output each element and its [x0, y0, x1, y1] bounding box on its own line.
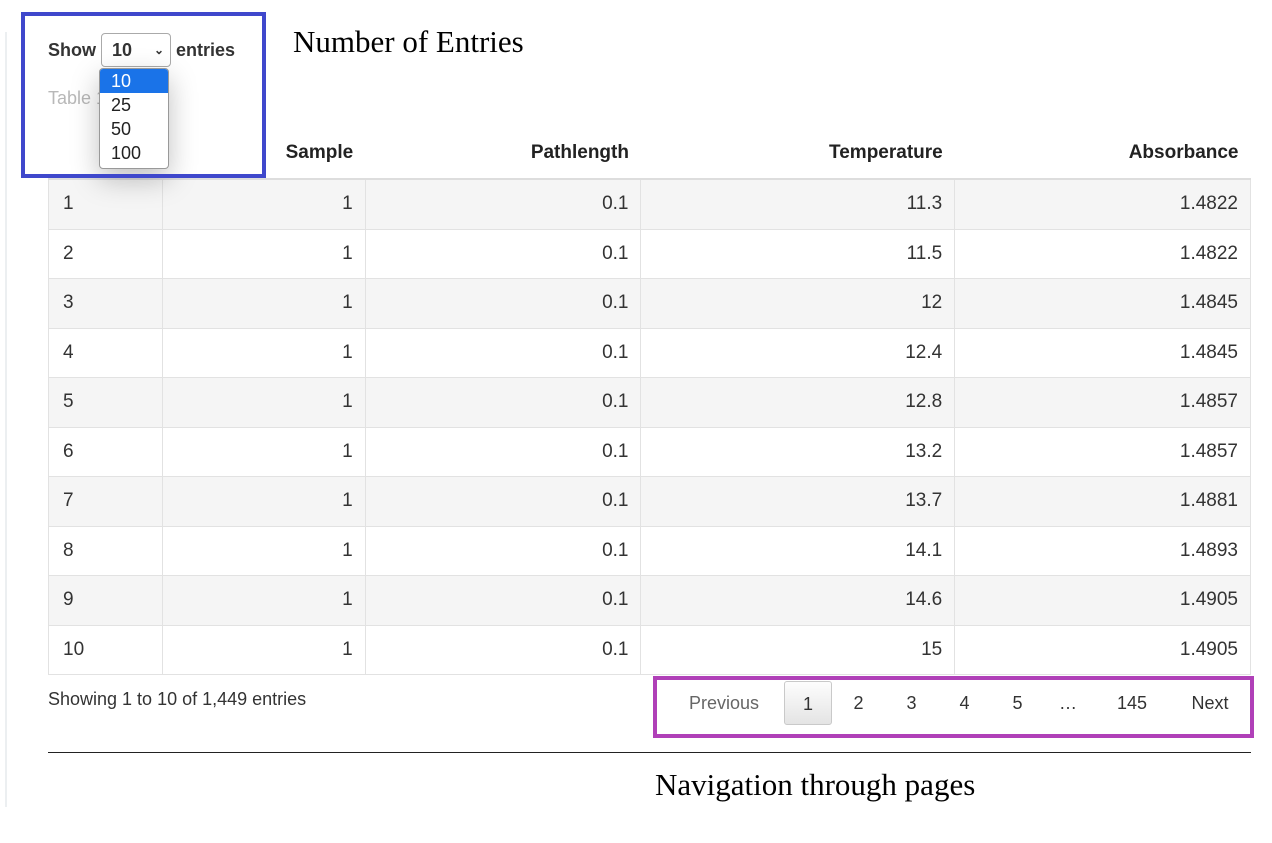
cell-pathlength: 0.1	[364, 426, 642, 477]
entries-select[interactable]: 10 ⌄	[101, 33, 171, 67]
cell-pathlength: 0.1	[364, 575, 642, 626]
cell-absorbance: 1.4905	[954, 575, 1251, 626]
page-button-4[interactable]: 4	[959, 692, 970, 713]
entries-option-100[interactable]: 100	[111, 143, 142, 163]
page-button-3[interactable]: 3	[906, 692, 917, 713]
cell-index: 9	[48, 575, 163, 626]
cell-pathlength: 0.1	[364, 377, 642, 428]
cell-index: 3	[48, 278, 163, 329]
cell-temperature: 12.8	[640, 377, 956, 428]
page-ellipsis: …	[1059, 692, 1077, 713]
table-row: 8 1 0.1 14.1 1.4893	[48, 525, 1251, 576]
cell-sample: 1	[161, 228, 366, 279]
cell-pathlength: 0.1	[364, 228, 642, 279]
pagination: Previous 1 2 3 4 5 … 145 Next	[664, 680, 1248, 725]
cell-sample: 1	[161, 377, 366, 428]
cell-sample: 1	[161, 278, 366, 329]
cell-pathlength: 0.1	[364, 476, 642, 527]
cell-absorbance: 1.4822	[954, 178, 1251, 230]
page-button-1[interactable]: 1	[784, 680, 832, 725]
page-button-2[interactable]: 2	[853, 692, 864, 713]
navigation-annotation: Navigation through pages	[655, 767, 976, 802]
table-row: 6 1 0.1 13.2 1.4857	[48, 426, 1251, 477]
entries-label: entries	[176, 39, 236, 60]
chevron-down-icon: ⌄	[153, 43, 164, 57]
cell-absorbance: 1.4857	[954, 426, 1251, 477]
cell-pathlength: 0.1	[364, 327, 642, 378]
column-header-absorbance[interactable]: Absorbance	[954, 128, 1251, 180]
show-label: Show	[48, 39, 96, 60]
entries-option-25[interactable]: 25	[111, 95, 132, 115]
cell-temperature: 15	[640, 624, 956, 675]
left-border	[5, 32, 7, 807]
cell-sample: 1	[161, 327, 366, 378]
cell-sample: 1	[161, 476, 366, 527]
cell-index: 10	[48, 624, 163, 675]
table-row: 9 1 0.1 14.6 1.4905	[48, 575, 1251, 626]
table-info-text: Showing 1 to 10 of 1,449 entries	[48, 689, 307, 709]
page-button-145[interactable]: 145	[1116, 692, 1148, 713]
entries-select-value: 10	[112, 39, 133, 60]
table-row: 3 1 0.1 12 1.4845	[48, 278, 1251, 329]
cell-pathlength: 0.1	[364, 278, 642, 329]
cell-temperature: 13.7	[640, 476, 956, 527]
cell-temperature: 11.5	[640, 228, 956, 279]
cell-absorbance: 1.4893	[954, 525, 1251, 576]
cell-sample: 1	[161, 525, 366, 576]
table-row: 10 1 0.1 15 1.4905	[48, 624, 1251, 675]
cell-temperature: 14.1	[640, 525, 956, 576]
cell-pathlength: 0.1	[364, 525, 642, 576]
cell-absorbance: 1.4857	[954, 377, 1251, 428]
table-row: 5 1 0.1 12.8 1.4857	[48, 377, 1251, 428]
cell-temperature: 13.2	[640, 426, 956, 477]
cell-pathlength: 0.1	[364, 624, 642, 675]
table-row: 2 1 0.1 11.5 1.4822	[48, 228, 1251, 279]
cell-index: 6	[48, 426, 163, 477]
cell-temperature: 14.6	[640, 575, 956, 626]
column-header-pathlength[interactable]: Pathlength	[365, 128, 641, 180]
cell-index: 1	[48, 178, 163, 230]
cell-sample: 1	[161, 426, 366, 477]
cell-pathlength: 0.1	[364, 178, 642, 230]
cell-sample: 1	[161, 178, 366, 230]
divider-line	[48, 752, 1251, 753]
cell-absorbance: 1.4845	[954, 327, 1251, 378]
cell-sample: 1	[161, 575, 366, 626]
entries-length-control: Show 10 ⌄ entries	[48, 32, 235, 68]
cell-absorbance: 1.4881	[954, 476, 1251, 527]
table-row: 1 1 0.1 11.3 1.4822	[48, 178, 1251, 230]
column-header-temperature[interactable]: Temperature	[640, 128, 955, 180]
cell-index: 7	[48, 476, 163, 527]
column-header-sample[interactable]: Sample	[162, 128, 366, 180]
entries-option-50[interactable]: 50	[111, 119, 132, 139]
cell-absorbance: 1.4845	[954, 278, 1251, 329]
page-button-5[interactable]: 5	[1012, 692, 1023, 713]
cell-temperature: 11.3	[640, 178, 956, 230]
cell-sample: 1	[161, 624, 366, 675]
cell-index: 2	[48, 228, 163, 279]
cell-absorbance: 1.4822	[954, 228, 1251, 279]
cell-absorbance: 1.4905	[954, 624, 1251, 675]
number-of-entries-annotation: Number of Entries	[293, 24, 524, 59]
previous-page-button[interactable]: Previous	[688, 692, 760, 713]
table-header-row: Sample Pathlength Temperature Absorbance	[48, 128, 1251, 180]
table-row: 7 1 0.1 13.7 1.4881	[48, 476, 1251, 527]
cell-index: 8	[48, 525, 163, 576]
next-page-button[interactable]: Next	[1191, 692, 1229, 713]
cell-index: 5	[48, 377, 163, 428]
entries-dropdown: 10 25 50 100	[99, 68, 169, 169]
cell-temperature: 12	[640, 278, 956, 329]
entries-option-10[interactable]: 10	[100, 69, 168, 93]
cell-temperature: 12.4	[640, 327, 956, 378]
data-table: Sample Pathlength Temperature Absorbance…	[48, 128, 1251, 675]
cell-index: 4	[48, 327, 163, 378]
table-row: 4 1 0.1 12.4 1.4845	[48, 327, 1251, 378]
